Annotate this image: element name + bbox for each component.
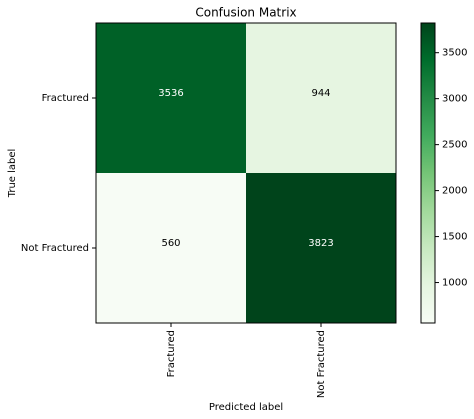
colorbar-tick-label: 2500 <box>442 140 467 151</box>
cell <box>96 23 246 173</box>
y-axis-label: True label <box>7 149 18 199</box>
plot-frame <box>95 22 397 324</box>
colorbar <box>420 22 436 324</box>
y-tick-label: Not Fractured <box>21 243 89 254</box>
cell <box>246 173 396 323</box>
cell-label: 944 <box>311 88 330 99</box>
x-tick-label: Not Fractured <box>316 330 327 398</box>
chart-title: Confusion Matrix <box>195 6 296 20</box>
colorbar-tick-label: 1000 <box>442 278 467 289</box>
x-axis-label: Predicted label <box>209 402 283 413</box>
colorbar-tick-label: 3500 <box>442 48 467 59</box>
x-tick-label: Fractured <box>166 330 177 377</box>
cell <box>246 23 396 173</box>
colorbar-tick-label: 2000 <box>442 186 467 197</box>
cell-label: 3823 <box>308 238 333 249</box>
cell <box>96 173 246 323</box>
cell-label: 560 <box>161 238 180 249</box>
y-tick-label: Fractured <box>42 93 89 104</box>
cell-label: 3536 <box>158 88 183 99</box>
colorbar-tick-label: 1500 <box>442 232 467 243</box>
colorbar-tick-label: 3000 <box>442 94 467 105</box>
